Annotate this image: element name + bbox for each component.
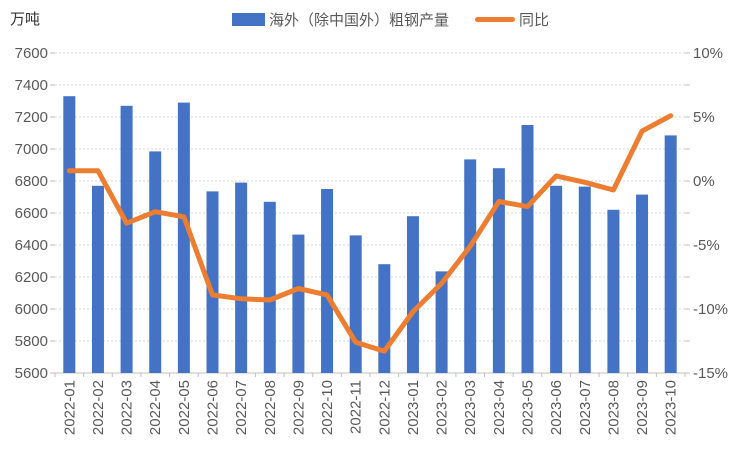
x-axis-category-label: 2023-03 bbox=[462, 380, 479, 435]
left-axis-tick-label: 5800 bbox=[15, 333, 48, 350]
x-axis-category-label: 2023-06 bbox=[548, 380, 565, 435]
bar-2023-02 bbox=[435, 271, 448, 373]
bar-2022-06 bbox=[206, 191, 219, 373]
x-axis-category-label: 2022-07 bbox=[233, 380, 250, 435]
left-axis-tick-label: 6800 bbox=[15, 173, 48, 190]
yoy-line bbox=[66, 113, 674, 354]
bar-2022-01 bbox=[63, 96, 76, 373]
bar-2023-05 bbox=[521, 125, 534, 373]
x-axis-category-label: 2023-07 bbox=[577, 380, 594, 435]
bar-2023-03 bbox=[464, 159, 477, 373]
bar-2022-08 bbox=[263, 201, 276, 373]
bar-2023-09 bbox=[636, 194, 649, 373]
left-axis-tick-label: 7400 bbox=[15, 77, 48, 94]
x-axis-category-label: 2022-03 bbox=[119, 380, 136, 435]
bar-2023-06 bbox=[550, 185, 563, 373]
left-axis-tick-label: 7200 bbox=[15, 109, 48, 126]
bar-2023-04 bbox=[492, 168, 505, 373]
left-axis-tick-label: 5600 bbox=[15, 365, 48, 382]
bar-2022-12 bbox=[378, 264, 391, 373]
left-axis-tick-label: 6400 bbox=[15, 237, 48, 254]
x-axis-category-label: 2022-02 bbox=[90, 380, 107, 435]
x-axis-category-label: 2022-11 bbox=[348, 380, 365, 434]
x-axis-category-label: 2023-09 bbox=[634, 380, 651, 435]
legend-label-production: 海外（除中国外）粗钢产量 bbox=[269, 12, 450, 29]
legend-item-production: 海外（除中国外）粗钢产量 bbox=[232, 9, 449, 30]
bar-2022-09 bbox=[292, 234, 305, 373]
x-axis-category-label: 2022-09 bbox=[290, 380, 307, 435]
x-axis-category-label: 2023-01 bbox=[405, 380, 422, 435]
left-axis-tick-label: 7600 bbox=[15, 45, 48, 62]
bar-2022-10 bbox=[321, 189, 334, 373]
x-axis-category-label: 2022-05 bbox=[176, 380, 193, 435]
bar-2022-03 bbox=[120, 105, 133, 374]
bar-2022-07 bbox=[235, 182, 248, 373]
bar-2022-02 bbox=[91, 185, 104, 373]
bar-2023-10 bbox=[664, 135, 677, 373]
x-axis-category-label: 2022-04 bbox=[147, 380, 164, 435]
left-axis-tick-label: 7000 bbox=[15, 141, 48, 158]
right-axis-tick-label: -10% bbox=[693, 301, 728, 318]
x-axis-category-label: 2022-01 bbox=[61, 380, 78, 435]
right-axis-tick-label: 10% bbox=[693, 45, 723, 62]
left-axis-unit-label: 万吨 bbox=[10, 11, 41, 28]
right-axis-tick-label: 5% bbox=[693, 109, 715, 126]
line-series-swatch-icon bbox=[475, 17, 516, 22]
right-axis-tick-label: 0% bbox=[693, 173, 715, 190]
x-axis-category-label: 2023-05 bbox=[520, 380, 537, 435]
right-axis-tick-label: -15% bbox=[693, 365, 728, 382]
left-axis-tick-label: 6000 bbox=[15, 301, 48, 318]
x-axis-category-label: 2023-04 bbox=[491, 380, 508, 435]
bar-series-swatch-icon bbox=[232, 13, 265, 26]
legend-label-yoy: 同比 bbox=[519, 12, 550, 29]
x-axis-category-label: 2022-08 bbox=[262, 380, 279, 435]
bar-2022-05 bbox=[177, 102, 190, 373]
x-axis-category-label: 2023-08 bbox=[605, 380, 622, 435]
x-axis-category-label: 2023-10 bbox=[663, 380, 680, 435]
right-axis-tick-label: -5% bbox=[693, 237, 720, 254]
x-axis-category-label: 2022-06 bbox=[205, 380, 222, 435]
x-axis-category-label: 2022-12 bbox=[376, 380, 393, 435]
x-axis-category-label: 2022-10 bbox=[319, 380, 336, 435]
left-axis-tick-label: 6600 bbox=[15, 205, 48, 222]
bar-2023-07 bbox=[578, 186, 591, 373]
bar-2022-11 bbox=[349, 235, 362, 373]
x-axis-category-label: 2023-02 bbox=[434, 380, 451, 435]
legend-item-yoy: 同比 bbox=[475, 9, 549, 30]
left-axis-tick-label: 6200 bbox=[15, 269, 48, 286]
bar-2023-08 bbox=[607, 209, 620, 373]
bar-2022-04 bbox=[149, 151, 162, 373]
bar-2023-01 bbox=[406, 216, 419, 373]
legend: 海外（除中国外）粗钢产量 同比 bbox=[232, 9, 549, 30]
